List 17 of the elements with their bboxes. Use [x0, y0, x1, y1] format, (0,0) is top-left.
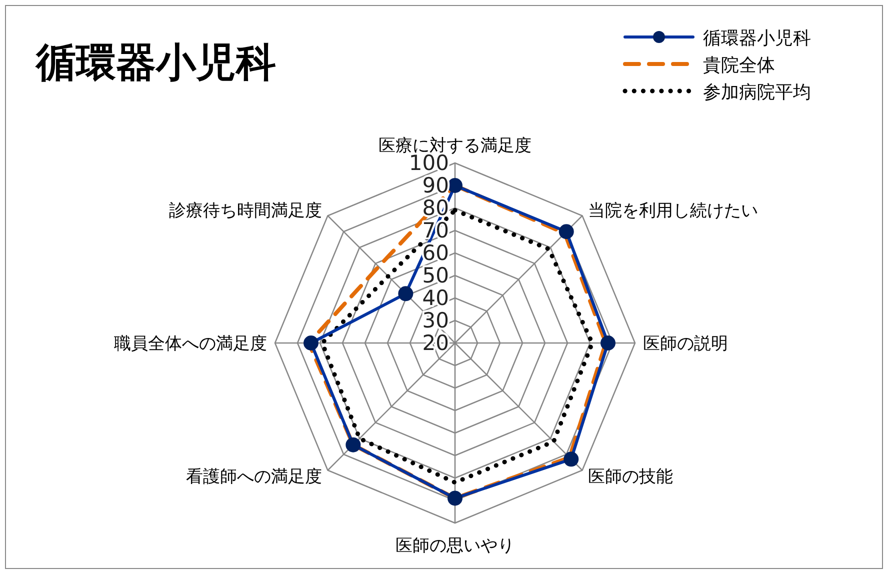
spoke-label: 医師の思いやり	[396, 536, 514, 556]
y-tick-label: 50	[422, 264, 449, 288]
spoke-label: 診療待ち時間満足度	[169, 201, 322, 222]
spoke-label: 看護師への満足度	[186, 466, 322, 487]
y-tick-label: 30	[422, 308, 449, 332]
spoke-label: 医師の説明	[643, 334, 728, 354]
y-tick-label: 60	[422, 241, 449, 265]
legend-label: 循環器小児科	[703, 28, 811, 49]
y-tick-label: 90	[422, 174, 449, 198]
spoke-label: 医師の技能	[588, 466, 673, 487]
y-tick-label: 40	[422, 286, 449, 310]
spoke-label: 当院を利用し続けたい	[588, 201, 758, 222]
legend-label: 参加病院平均	[703, 82, 811, 103]
y-tick-label: 20	[422, 331, 449, 355]
legend-label: 貴院全体	[703, 55, 775, 76]
spoke-label: 職員全体への満足度	[114, 334, 267, 354]
chart-title: 循環器小児科	[35, 40, 276, 86]
